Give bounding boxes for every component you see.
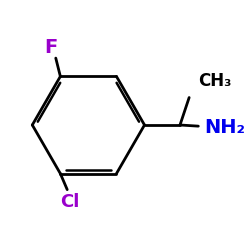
Text: Cl: Cl [60, 193, 79, 211]
Text: F: F [44, 38, 58, 57]
Text: NH₂: NH₂ [204, 118, 245, 137]
Text: CH₃: CH₃ [198, 72, 232, 90]
